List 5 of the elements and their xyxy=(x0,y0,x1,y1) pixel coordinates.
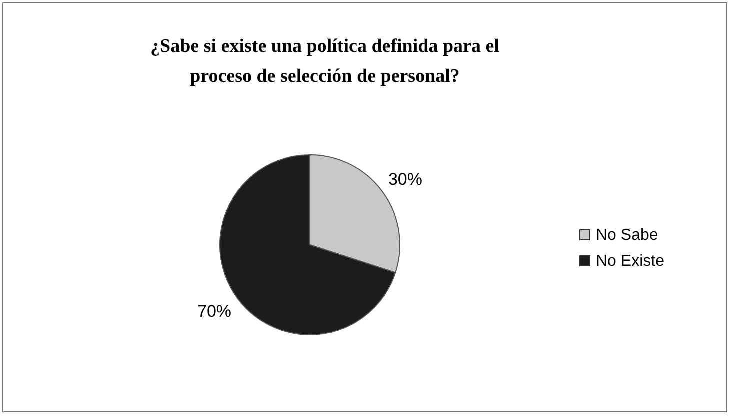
legend-label: No Sabe xyxy=(596,227,658,244)
data-label: 30% xyxy=(388,170,422,190)
data-label: 70% xyxy=(198,302,232,321)
legend-label: No Existe xyxy=(596,253,665,270)
chart-title: ¿Sabe si existe una política definida para el proceso de selección de personal? xyxy=(150,36,500,87)
